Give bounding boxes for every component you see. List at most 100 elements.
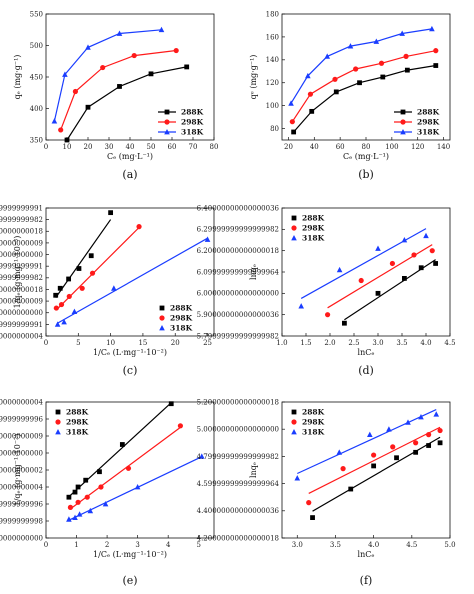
data-point <box>353 66 359 72</box>
series-288K <box>291 63 439 135</box>
x-axis-label: 1/Cₑ (L·mg⁻¹·10⁻²) <box>93 348 167 357</box>
y-tick-label: 1.10000000000000009 <box>0 432 43 440</box>
y-tick-label: 2.10000000000000009 <box>0 297 43 305</box>
series-288K <box>66 401 174 500</box>
data-point <box>358 277 364 284</box>
legend-marker <box>291 225 297 231</box>
y-tick-label: 1.89999999999999991 <box>0 321 43 329</box>
chart-panel-f: 3.0 3.5 4.0 4.5 5.0 4.20000000000000018 4.4000… <box>197 398 456 587</box>
data-point <box>288 100 294 106</box>
data-point <box>433 411 440 417</box>
data-point <box>378 60 385 66</box>
data-point <box>332 76 338 82</box>
x-tick-label: 0 <box>44 339 48 347</box>
data-point <box>85 104 91 110</box>
data-point <box>357 80 362 86</box>
x-tick-label: 20 <box>84 143 93 151</box>
legend-label: 288K <box>302 214 325 223</box>
series-line <box>66 66 187 141</box>
x-tick-label: 140 <box>437 143 450 151</box>
x-tick-label: 20 <box>171 339 180 347</box>
y-axis-label: qₑ (mg·g⁻¹) <box>13 55 22 100</box>
data-point <box>298 303 304 309</box>
y-tick-label: 450 <box>30 73 43 81</box>
y-tick-label: 180 <box>266 10 279 18</box>
y-tick-label: 100 <box>266 102 279 110</box>
legend-label: 298K <box>417 118 440 127</box>
data-point <box>102 501 109 507</box>
x-tick-label: 60 <box>168 143 177 151</box>
legend-label: 298K <box>66 418 89 427</box>
legend-marker <box>400 129 406 135</box>
y-tick-label: 1.80000000000000004 <box>0 332 44 340</box>
data-point <box>289 119 295 125</box>
x-tick-label: 60 <box>336 143 345 151</box>
y-tick-label: 550 <box>30 10 43 18</box>
y-tick-label: 4.20000000000000018 <box>197 534 279 542</box>
x-tick-label: 5 <box>76 339 80 347</box>
series-298K <box>289 48 439 125</box>
series-288K <box>342 259 438 326</box>
legend-marker <box>400 109 406 115</box>
y-tick-label: 2.20000000000000018 <box>0 286 43 294</box>
series-288K <box>53 210 114 298</box>
data-point <box>198 453 205 459</box>
y-tick-label: 2.70000000000000018 <box>0 228 43 236</box>
data-point <box>411 252 417 258</box>
series-line <box>293 64 436 133</box>
panel-label: (a) <box>122 168 137 181</box>
y-tick-label: 4.79999999999999982 <box>197 453 279 461</box>
data-point <box>88 253 94 259</box>
y-tick-label: 0.90000000000000002 <box>0 466 43 474</box>
data-point <box>310 515 315 520</box>
series-318K <box>51 26 165 124</box>
data-point <box>426 443 432 448</box>
y-tick-label: 6.40000000000000036 <box>197 204 280 212</box>
data-point <box>405 419 411 425</box>
data-point <box>66 276 72 282</box>
data-point <box>375 245 381 251</box>
data-point <box>402 276 407 281</box>
data-point <box>85 44 91 50</box>
y-tick-label: 2.89999999999999991 <box>0 204 43 212</box>
data-point <box>111 285 117 291</box>
data-point <box>87 507 94 514</box>
y-tick-label: 5.79999999999999982 <box>197 332 279 340</box>
legend-marker <box>55 419 61 425</box>
legend-marker <box>291 409 297 415</box>
data-point <box>429 25 435 32</box>
regression-line <box>57 237 208 324</box>
data-point <box>72 489 78 495</box>
data-point <box>76 511 83 517</box>
legend-label: 298K <box>302 224 325 233</box>
legend-label: 288K <box>302 408 325 417</box>
x-tick-label: 5 <box>196 541 200 549</box>
panel-label: (e) <box>122 574 137 587</box>
legend-marker <box>291 419 297 425</box>
data-point <box>325 312 331 318</box>
x-axis-label: lnCₑ <box>358 550 375 559</box>
data-point <box>433 261 438 266</box>
data-point <box>168 401 174 407</box>
regression-line <box>297 409 437 475</box>
y-tick-label: 1.00000000000000000 <box>0 449 43 457</box>
x-tick-label: 3.5 <box>330 541 341 549</box>
y-tick-label: 1.19999999999999996 <box>0 415 44 423</box>
legend-marker <box>291 235 297 241</box>
y-tick-label: 120 <box>266 79 279 87</box>
data-point <box>423 232 429 239</box>
series-288K <box>64 64 190 143</box>
data-point <box>413 440 419 446</box>
y-tick-label: 6.20000000000000018 <box>197 247 279 255</box>
series-298K <box>306 426 443 506</box>
plot-frame <box>281 401 451 539</box>
y-axis-label: lnqₑ <box>249 462 258 478</box>
y-tick-label: 500 <box>30 42 43 50</box>
data-point <box>64 137 70 143</box>
legend-label: 288K <box>417 108 440 117</box>
series-298K <box>58 47 179 133</box>
data-point <box>148 71 154 77</box>
